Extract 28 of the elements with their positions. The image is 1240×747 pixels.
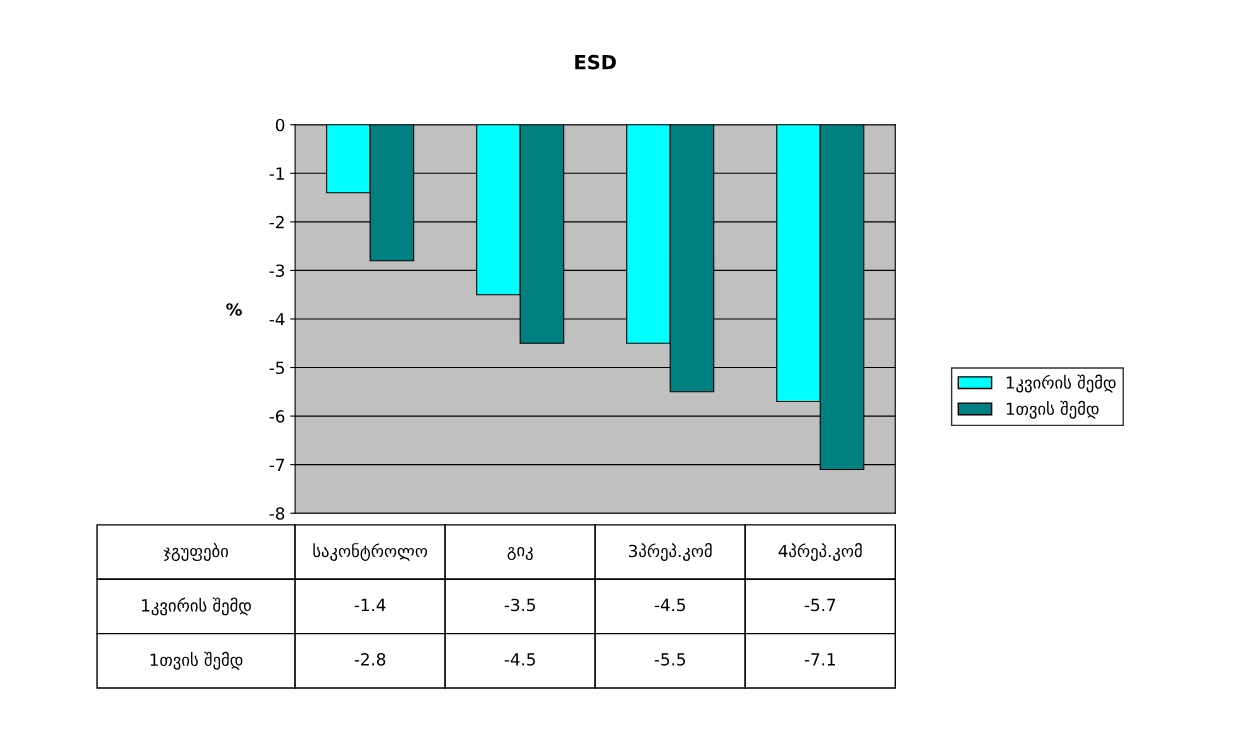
x-axis-title: ჯგუფები (163, 543, 228, 561)
data-label: -7.1 (804, 653, 835, 666)
chart-title: ESD (575, 54, 616, 70)
data-label: -3.5 (504, 598, 535, 612)
data-label: -5.5 (654, 653, 686, 666)
text: 1კვირის შემდ (142, 597, 251, 616)
data-label: -4.5 (654, 598, 686, 612)
y-tick-label: -1 (269, 167, 284, 180)
y-tick-label: -8 (269, 507, 285, 520)
text: 1თვის შემდ (150, 651, 243, 670)
y-tick-label: -4 (269, 313, 285, 326)
y-tick-label: -3 (269, 264, 285, 277)
x-tick-label: 4პრეპ.კომ (778, 543, 862, 561)
x-tick-label: 3პრეპ.კომ (629, 543, 712, 561)
data-label: -2.8 (354, 653, 386, 666)
y-tick-label: -6 (269, 410, 285, 423)
y-tick-label: 0 (275, 118, 285, 132)
y-axis-title: % (226, 303, 242, 316)
data-label: -4.5 (504, 653, 535, 666)
x-tick-label: გიკ (507, 546, 533, 561)
legend-label: 1თვის შემდ (1006, 400, 1099, 419)
y-tick-label: -2 (269, 215, 284, 229)
data-label: -5.7 (804, 598, 836, 612)
y-tick-label: -5 (269, 361, 284, 375)
x-tick-label: საკონტროლო (313, 543, 428, 561)
data-label: -1.4 (354, 598, 386, 612)
y-tick-label: -7 (269, 458, 284, 471)
legend-label: 1კვირის შემდ (1006, 374, 1116, 393)
